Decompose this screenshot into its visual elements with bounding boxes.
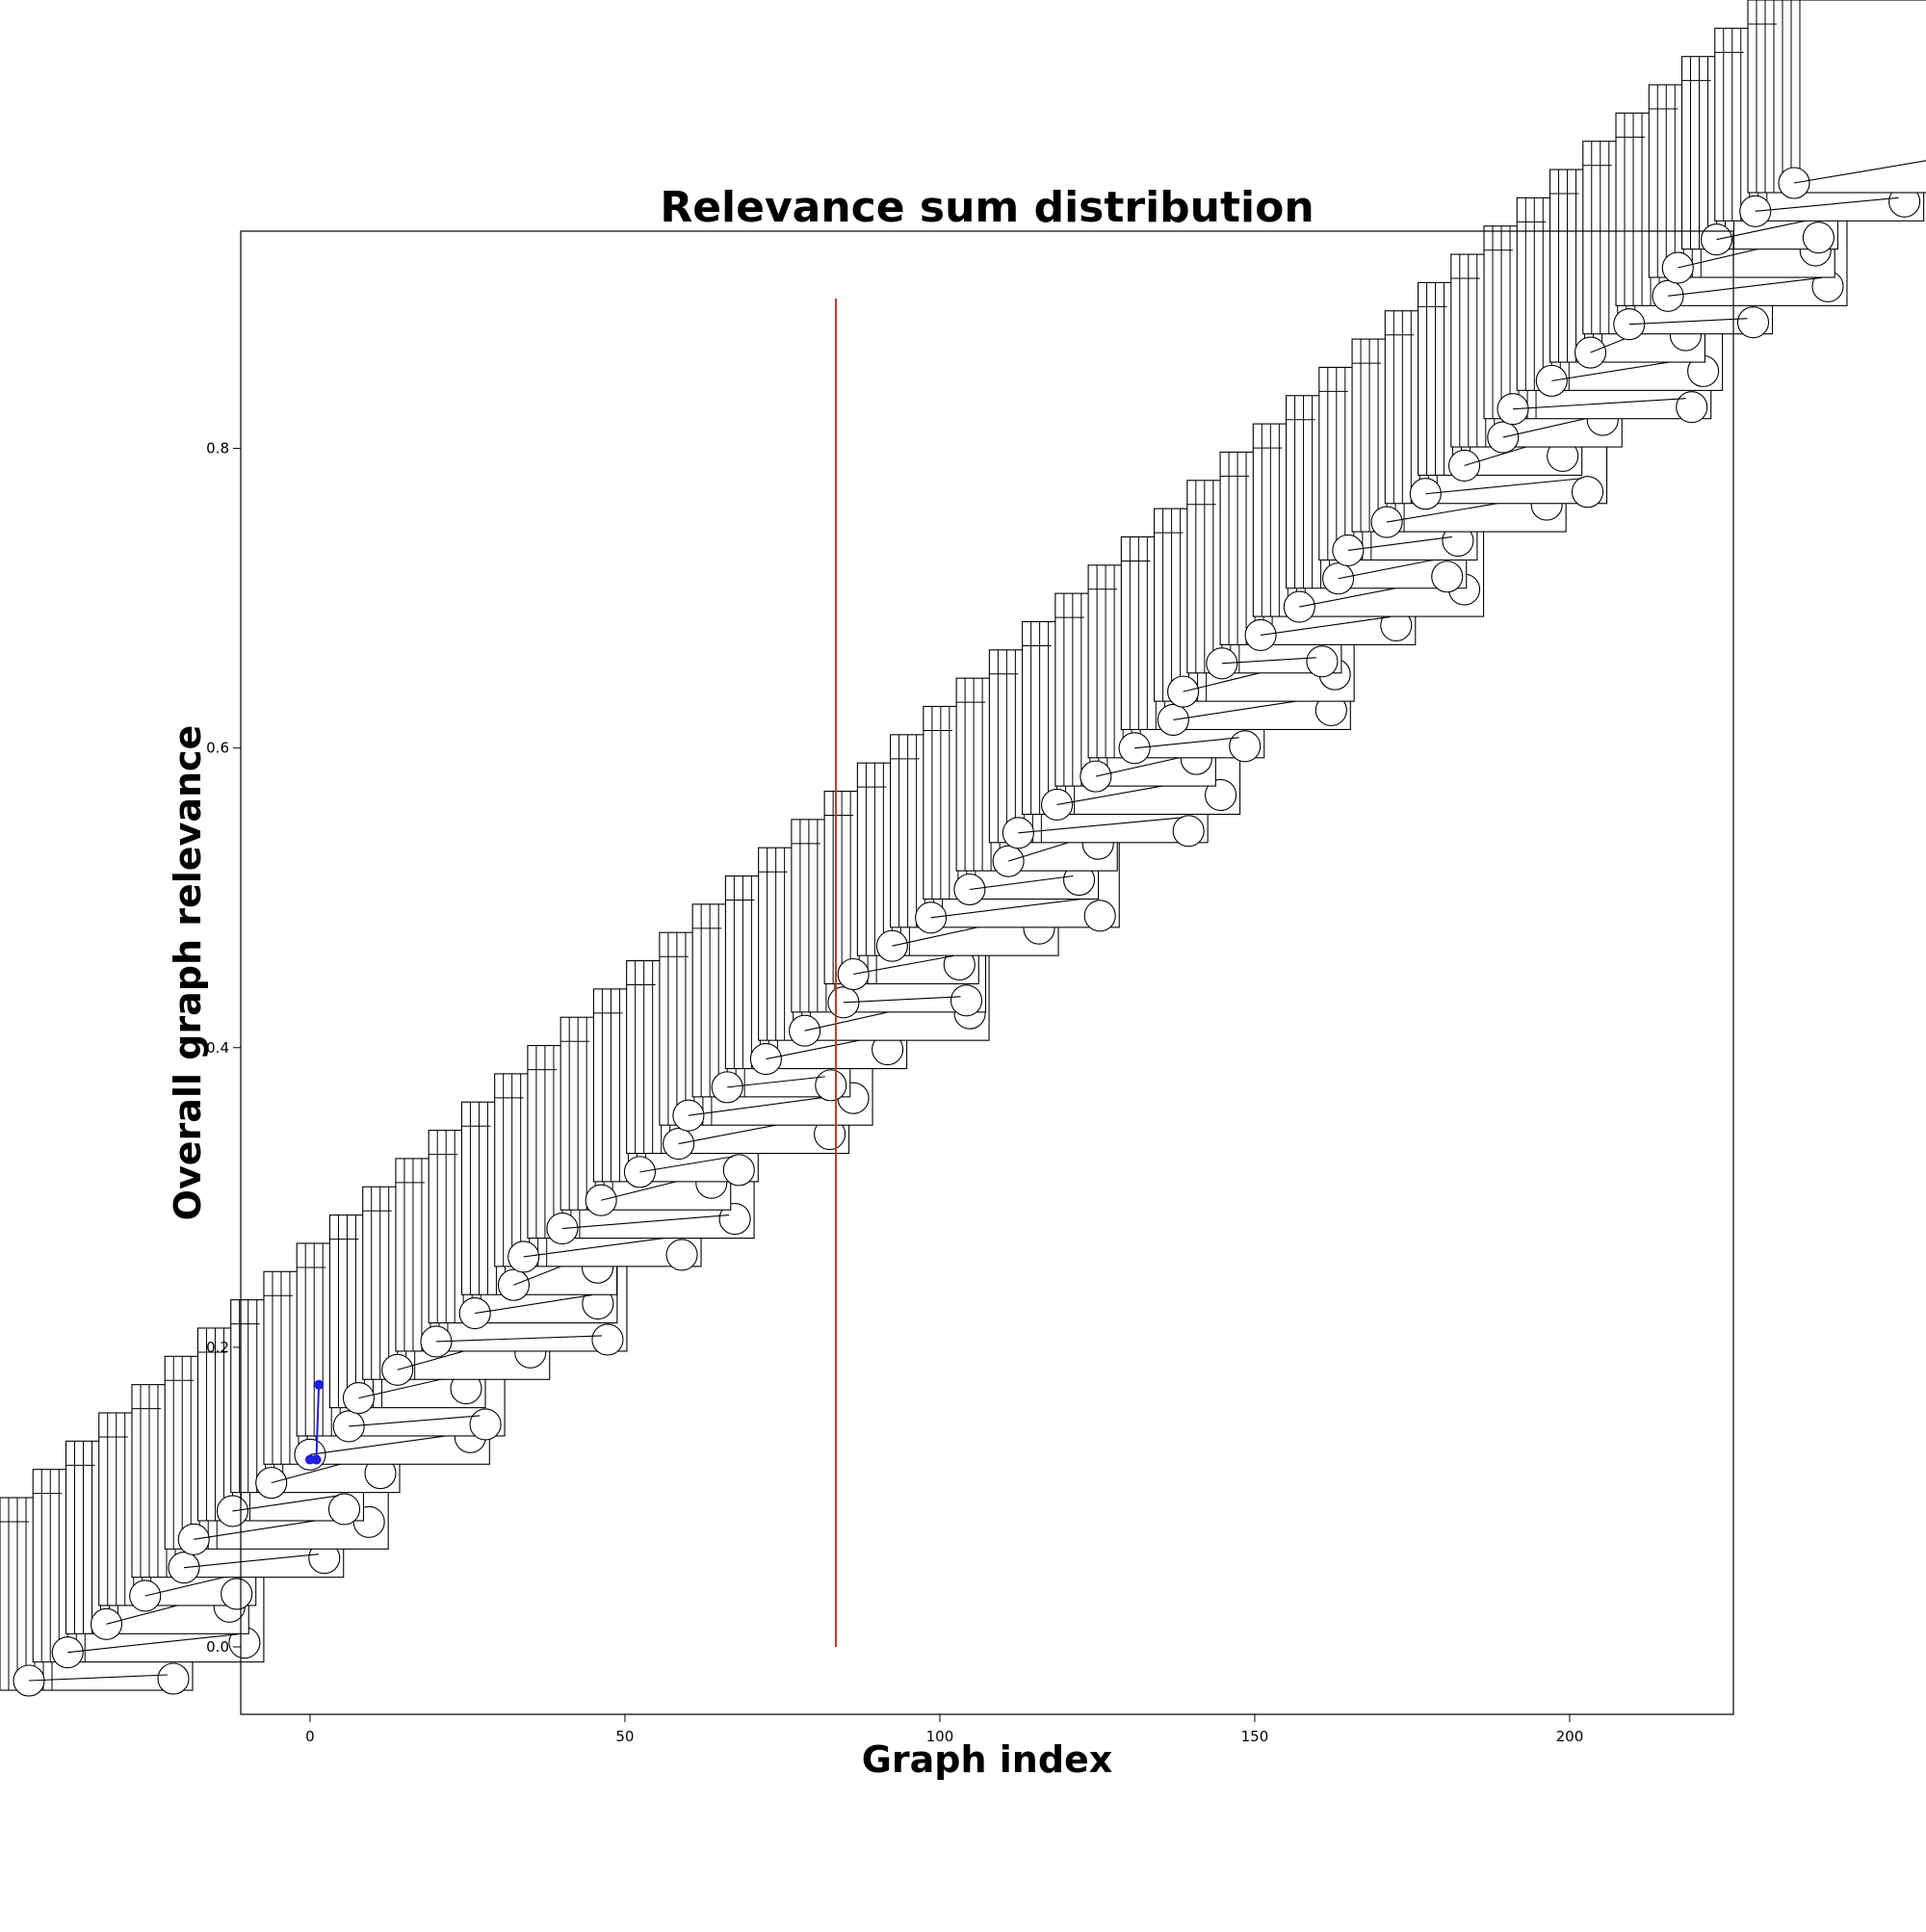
y-axis-label: Overall graph relevance — [167, 725, 209, 1221]
series-layer — [304, 1379, 325, 1465]
x-tick-label: 200 — [1556, 1728, 1584, 1745]
x-tick-label: 100 — [926, 1728, 954, 1745]
series-line — [315, 1384, 321, 1460]
y-tick-label: 0.6 — [206, 740, 229, 757]
x-axis-label: Graph index — [862, 1738, 1113, 1781]
series-point — [314, 1379, 325, 1390]
x-tick-label: 50 — [615, 1728, 634, 1745]
y-tick-label: 0.4 — [206, 1039, 229, 1057]
y-tick-label: 0.8 — [206, 440, 229, 457]
y-axis-ticks: 0.0 0.2 0.4 0.6 0.8 — [206, 440, 241, 1656]
graph-thumbnail-layer — [0, 0, 1926, 1697]
series-point — [311, 1454, 322, 1465]
x-tick-label: 150 — [1241, 1728, 1269, 1745]
graph-thumbnail — [1747, 0, 1926, 199]
y-tick-label: 0.2 — [206, 1339, 229, 1356]
x-axis-ticks: 0 50 100 150 200 — [305, 1714, 1583, 1745]
y-tick-label: 0.0 — [206, 1638, 229, 1656]
plot-area-frame — [240, 230, 1734, 1715]
chart-title: Relevance sum distribution — [660, 183, 1314, 232]
x-tick-label: 0 — [305, 1728, 315, 1745]
